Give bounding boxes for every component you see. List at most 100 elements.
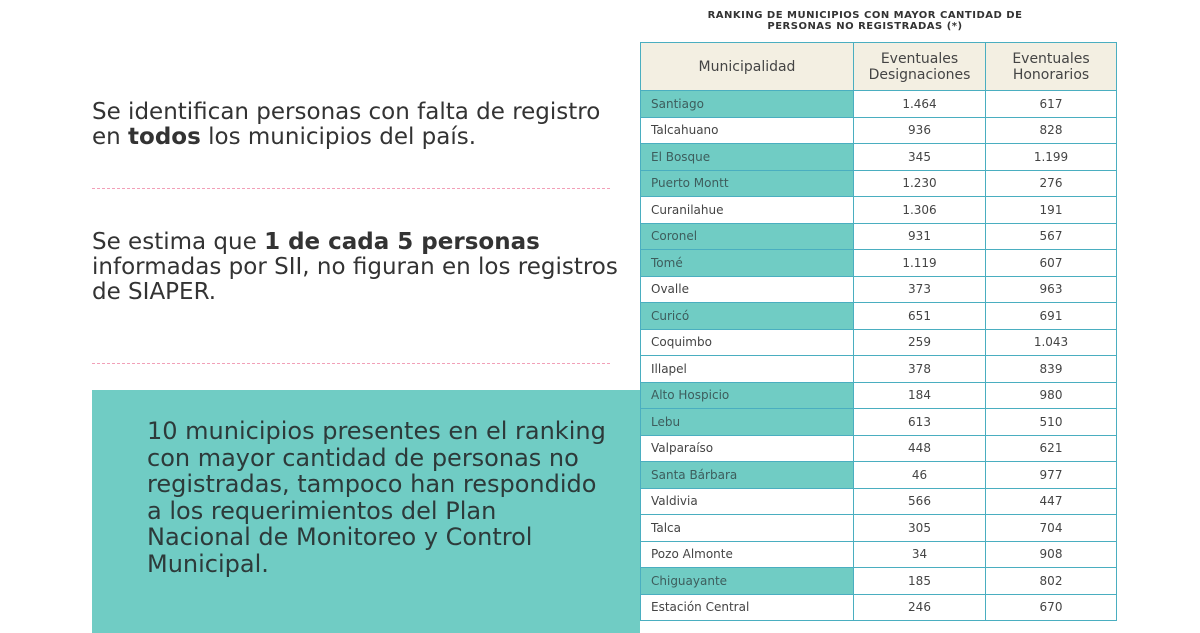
paragraph: Se identifican personas con falta de reg… — [92, 100, 622, 150]
table-row: Curanilahue 1.306 191 — [640, 196, 1117, 224]
municipality-cell: Santa Bárbara — [640, 461, 854, 489]
table-row: El Bosque 345 1.199 — [640, 143, 1117, 171]
divider — [92, 188, 610, 189]
callout-text: 10 municipios presentes en el ranking co… — [147, 417, 606, 578]
value-cell: 704 — [985, 514, 1117, 542]
table-row: Valparaíso 448 621 — [640, 434, 1117, 462]
value-cell: 191 — [985, 196, 1117, 224]
text: los municipios del país. — [200, 124, 477, 150]
value-cell: 617 — [985, 90, 1117, 118]
table-row: Lebu 613 510 — [640, 408, 1117, 436]
table-row: Ovalle 373 963 — [640, 275, 1117, 303]
value-cell: 345 — [853, 143, 986, 171]
value-cell: 980 — [985, 381, 1117, 409]
value-cell: 828 — [985, 116, 1117, 144]
value-cell: 691 — [985, 302, 1117, 330]
municipality-cell: Valdivia — [640, 487, 854, 515]
table-row: Estación Central 246 670 — [640, 593, 1117, 621]
table-row: Pozo Almonte 34 908 — [640, 540, 1117, 568]
divider — [92, 363, 610, 364]
table-row: Chiguayante 185 802 — [640, 567, 1117, 595]
value-cell: 1.199 — [985, 143, 1117, 171]
table-row: Santa Bárbara 46 977 — [640, 461, 1117, 489]
value-cell: 651 — [853, 302, 986, 330]
header-cell: Municipalidad — [640, 42, 854, 91]
value-cell: 839 — [985, 355, 1117, 383]
callout-box — [92, 390, 640, 633]
value-cell: 184 — [853, 381, 986, 409]
value-cell: 963 — [985, 275, 1117, 303]
value-cell: 1.306 — [853, 196, 986, 224]
value-cell: 670 — [985, 593, 1117, 621]
value-cell: 378 — [853, 355, 986, 383]
value-cell: 621 — [985, 434, 1117, 462]
municipality-cell: Curicó — [640, 302, 854, 330]
table-row: Santiago 1.464 617 — [640, 90, 1117, 118]
header-row: Municipalidad Eventuales Designaciones Eve… — [640, 42, 1117, 91]
table-row: Tomé 1.119 607 — [640, 249, 1117, 277]
value-cell: 1.043 — [985, 328, 1117, 356]
bold-text: todos — [128, 124, 201, 150]
value-cell: 936 — [853, 116, 986, 144]
table-row: Puerto Montt 1.230 276 — [640, 169, 1117, 197]
header-cell: Eventuales Designaciones — [853, 42, 986, 91]
municipality-cell: Puerto Montt — [640, 169, 854, 197]
value-cell: 908 — [985, 540, 1117, 568]
value-cell: 373 — [853, 275, 986, 303]
value-cell: 1.119 — [853, 249, 986, 277]
municipality-cell: Lebu — [640, 408, 854, 436]
municipality-cell: Coronel — [640, 222, 854, 250]
value-cell: 246 — [853, 593, 986, 621]
municipality-cell: Illapel — [640, 355, 854, 383]
table-row: Curicó 651 691 — [640, 302, 1117, 330]
municipality-cell: Estación Central — [640, 593, 854, 621]
municipality-cell: Tomé — [640, 249, 854, 277]
value-cell: 276 — [985, 169, 1117, 197]
municipality-cell: Alto Hospicio — [640, 381, 854, 409]
value-cell: 185 — [853, 567, 986, 595]
municipality-cell: Santiago — [640, 90, 854, 118]
table-row: Valdivia 566 447 — [640, 487, 1117, 515]
municipality-cell: Ovalle — [640, 275, 854, 303]
municipality-cell: Talcahuano — [640, 116, 854, 144]
value-cell: 607 — [985, 249, 1117, 277]
table-body: Santiago 1.464 617 Talcahuano 936 828 El Bosqu… — [640, 90, 1117, 621]
value-cell: 447 — [985, 487, 1117, 515]
ranking-table: Municipalidad Eventuales Designaciones Eve… — [640, 42, 1117, 621]
value-cell: 566 — [853, 487, 986, 515]
table-row: Alto Hospicio 184 980 — [640, 381, 1117, 409]
value-cell: 1.464 — [853, 90, 986, 118]
municipality-cell: Curanilahue — [640, 196, 854, 224]
value-cell: 567 — [985, 222, 1117, 250]
municipality-cell: Coquimbo — [640, 328, 854, 356]
value-cell: 613 — [853, 408, 986, 436]
text: informadas por SII, no figuran en los re… — [92, 254, 618, 305]
municipality-cell: Talca — [640, 514, 854, 542]
table-row: Illapel 378 839 — [640, 355, 1117, 383]
municipality-cell: Pozo Almonte — [640, 540, 854, 568]
table-row: Talcahuano 936 828 — [640, 116, 1117, 144]
header-cell: Eventuales Honorarios — [985, 42, 1117, 91]
table-row: Coronel 931 567 — [640, 222, 1117, 250]
value-cell: 34 — [853, 540, 986, 568]
value-cell: 305 — [853, 514, 986, 542]
municipality-cell: Chiguayante — [640, 567, 854, 595]
bold-text: 1 de cada 5 personas — [264, 229, 540, 255]
value-cell: 448 — [853, 434, 986, 462]
table-row: Coquimbo 259 1.043 — [640, 328, 1117, 356]
value-cell: 977 — [985, 461, 1117, 489]
table-title: RANKING DE MUNICIPIOS CON MAYOR CANTIDAD… — [707, 10, 1023, 32]
value-cell: 259 — [853, 328, 986, 356]
text: Se estima que — [92, 229, 265, 255]
table-row: Talca 305 704 — [640, 514, 1117, 542]
municipality-cell: El Bosque — [640, 143, 854, 171]
value-cell: 1.230 — [853, 169, 986, 197]
value-cell: 931 — [853, 222, 986, 250]
paragraph: Se estima que 1 de cada 5 personas infor… — [92, 230, 622, 305]
value-cell: 802 — [985, 567, 1117, 595]
value-cell: 510 — [985, 408, 1117, 436]
text: Se identifican personas con falta de reg… — [92, 99, 601, 150]
municipality-cell: Valparaíso — [640, 434, 854, 462]
